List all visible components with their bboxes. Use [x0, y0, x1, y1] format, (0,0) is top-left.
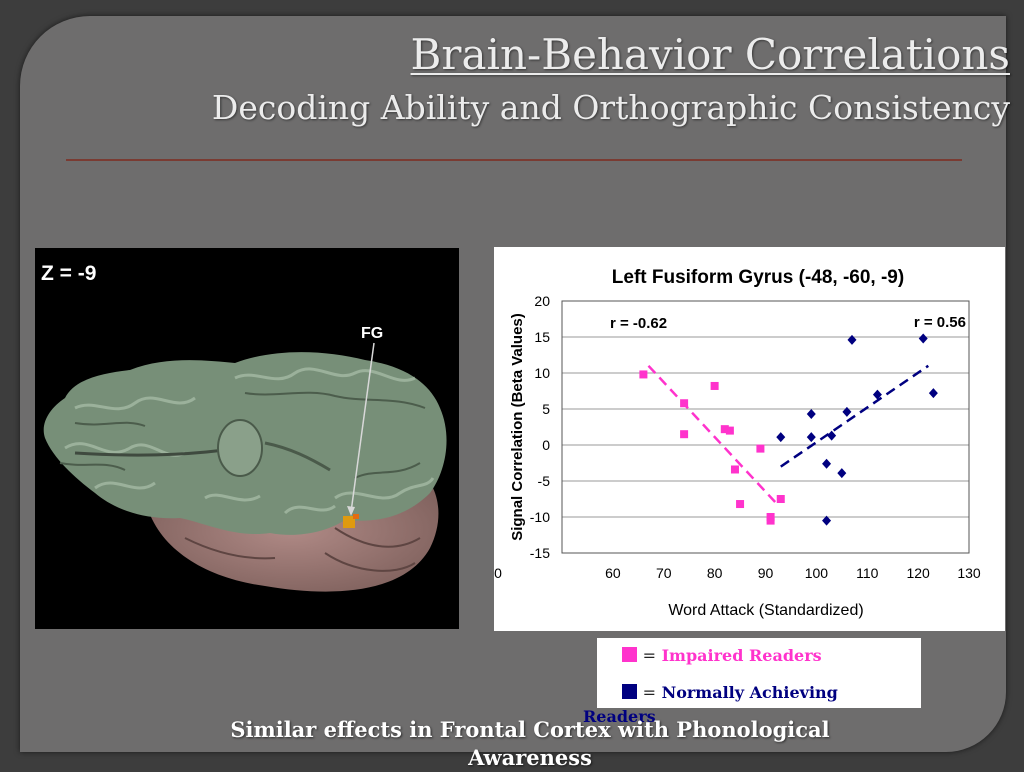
data-point	[736, 500, 745, 509]
chart-legend: = Impaired Readers = Normally Achieving …	[583, 638, 921, 726]
y-tick-label: 20	[534, 293, 550, 309]
y-tick-label: -5	[538, 473, 551, 489]
slide-title: Brain-Behavior Correlations	[410, 30, 1010, 79]
chart-ylabel: Signal Correlation (Beta Values)	[509, 313, 526, 541]
y-tick-label: 10	[534, 365, 550, 381]
data-point	[806, 409, 816, 420]
legend-item-normal: = Normally Achieving Readers	[583, 681, 873, 729]
data-point	[822, 515, 832, 526]
fg-activation-marker	[343, 516, 355, 528]
slide-subtitle: Decoding Ability and Orthographic Consis…	[211, 88, 1010, 127]
data-point	[680, 399, 689, 408]
brain-slice-image: Z = -9 FG	[35, 248, 459, 629]
legend-item-impaired: = Impaired Readers	[622, 646, 822, 665]
y-tick-label: 5	[542, 401, 550, 417]
data-point	[822, 458, 832, 469]
scatter-chart: Left Fusiform Gyrus (-48, -60, -9) Word …	[494, 267, 981, 619]
x-tick-label: 60	[605, 565, 621, 581]
data-point	[776, 495, 785, 503]
x-tick-label: 90	[758, 565, 774, 581]
data-point	[730, 465, 739, 474]
legend-equals: =	[642, 683, 656, 702]
data-point	[680, 430, 689, 439]
x-tick-label: 70	[656, 565, 672, 581]
data-point	[710, 381, 719, 390]
trendline	[780, 364, 930, 468]
brain-illustration: Z = -9 FG	[41, 262, 447, 592]
data-point	[776, 432, 786, 443]
data-point	[847, 334, 857, 345]
data-point	[766, 516, 775, 525]
data-point	[725, 426, 734, 435]
fg-label: FG	[361, 325, 383, 342]
data-point	[756, 444, 765, 453]
x-tick-label: 130	[957, 565, 981, 581]
data-point	[806, 432, 816, 443]
scatter-chart-panel: Left Fusiform Gyrus (-48, -60, -9) Word …	[494, 247, 1005, 631]
data-point	[639, 370, 648, 379]
y-tick-label: 0	[542, 437, 550, 453]
data-point	[827, 430, 837, 441]
legend-label-normal: Normally Achieving Readers	[583, 683, 838, 726]
legend-label-impaired: Impaired Readers	[661, 646, 822, 665]
fg-arrow	[350, 342, 375, 513]
data-point	[842, 406, 852, 417]
slice-label: Z = -9	[41, 262, 96, 285]
data-point	[872, 389, 882, 400]
annotation-impaired: r = -0.62	[610, 315, 667, 332]
data-point	[918, 333, 928, 344]
chart-title: Left Fusiform Gyrus (-48, -60, -9)	[612, 267, 904, 288]
y-tick-label: 15	[534, 329, 550, 345]
x-tick-label: 80	[707, 565, 723, 581]
impaired-swatch-icon	[622, 647, 637, 662]
y-tick-label: -10	[530, 509, 550, 525]
title-divider	[66, 159, 962, 161]
legend-equals: =	[642, 646, 656, 665]
x-tick-label: 100	[805, 565, 829, 581]
y-tick-label: -15	[530, 545, 550, 561]
data-point	[837, 468, 847, 479]
data-point	[928, 388, 938, 399]
normal-swatch-icon	[622, 684, 637, 699]
x-tick-label: 110	[856, 565, 879, 581]
data-point	[720, 425, 729, 434]
x-tick-label: 0	[494, 565, 502, 581]
x-tick-label: 120	[906, 565, 930, 581]
plot-frame	[561, 300, 970, 554]
slide-caption: Similar effects in Frontal Cortex with P…	[230, 717, 830, 770]
chart-xlabel: Word Attack (Standardized)	[668, 602, 863, 619]
annotation-normal: r = 0.56	[914, 314, 966, 331]
